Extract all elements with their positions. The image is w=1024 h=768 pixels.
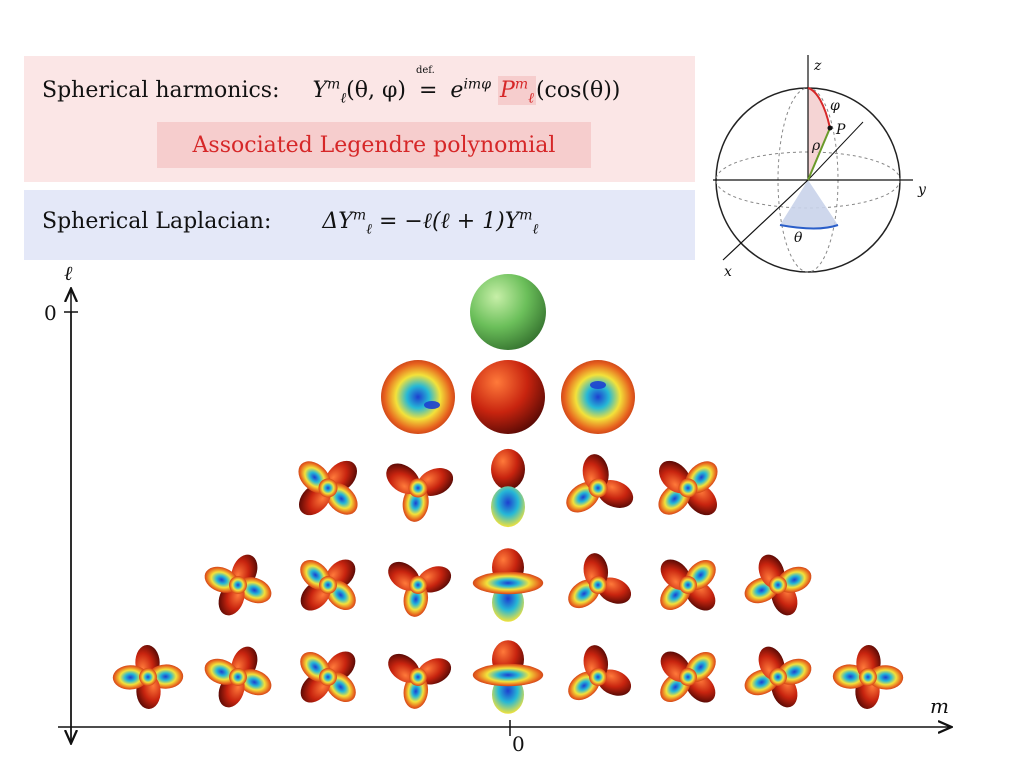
laplacian-label: Spherical Laplacian: [42,209,272,234]
harmonic-l3-m-3 [204,554,272,616]
spherical-laplacian-box: Spherical Laplacian: ΔYmℓ = −ℓ(ℓ + 1)Ymℓ [24,190,695,260]
l-axis-label: ℓ [64,261,73,285]
harmonic-l2-m1 [566,454,634,513]
harmonic-l4-m-2 [300,651,356,703]
spherical-harmonics-box: Spherical harmonics: Ymℓ(θ, φ) def. = eim… [24,56,695,182]
harmonic-l4-m0 [472,640,544,714]
legendre-polynomial-label: Associated Legendre polynomial [157,122,591,168]
laplacian-lhs: ΔYmℓ [322,207,372,238]
definition-equals: def. = [415,65,438,103]
laplacian-formula: Spherical Laplacian: ΔYmℓ = −ℓ(ℓ + 1)Ymℓ [42,207,539,238]
harmonic-l1-m-1 [381,360,455,434]
harmonic-lobes [112,274,904,714]
harmonic-l3-m2 [660,559,716,611]
harmonic-l3-m3 [744,554,812,616]
harmonic-l4-m-1 [388,653,452,709]
harmonic-l2-m2 [658,460,718,516]
harmonic-l3-m0 [472,548,544,622]
harmonic-l2-m-1 [386,463,454,522]
harmonic-l4-m1 [568,645,632,701]
harmonic-l0-m0 [470,274,546,350]
m-axis-label: m [930,694,949,718]
harmonics-lhs: Ymℓ(θ, φ) [312,76,406,107]
harmonics-formula: Spherical harmonics: Ymℓ(θ, φ) def. = eim… [42,65,621,107]
harmonic-l4-m-3 [204,646,272,708]
harmonic-l4-m4 [832,645,904,709]
l-origin-label: 0 [44,301,57,325]
harmonic-l3-m-2 [300,559,356,611]
harmonic-l2-m-2 [298,460,358,516]
exponential-term: eimφ [450,76,491,103]
harmonic-l2-m0 [491,448,525,528]
m-origin-label: 0 [512,732,525,756]
harmonic-l1-m1 [561,360,635,434]
laplacian-rhs: = −ℓ(ℓ + 1)Ymℓ [378,207,539,238]
harmonic-l1-m0 [471,360,545,434]
harmonic-l3-m-1 [388,561,452,617]
harmonics-label: Spherical harmonics: [42,78,280,103]
harmonic-l3-m1 [568,553,632,609]
harmonic-l4-m2 [660,651,716,703]
legendre-symbol: Pmℓ [498,76,536,107]
harmonic-l4-m-4 [112,645,184,709]
legendre-args: (cos(θ)) [535,78,621,103]
harmonic-l4-m3 [744,646,812,708]
